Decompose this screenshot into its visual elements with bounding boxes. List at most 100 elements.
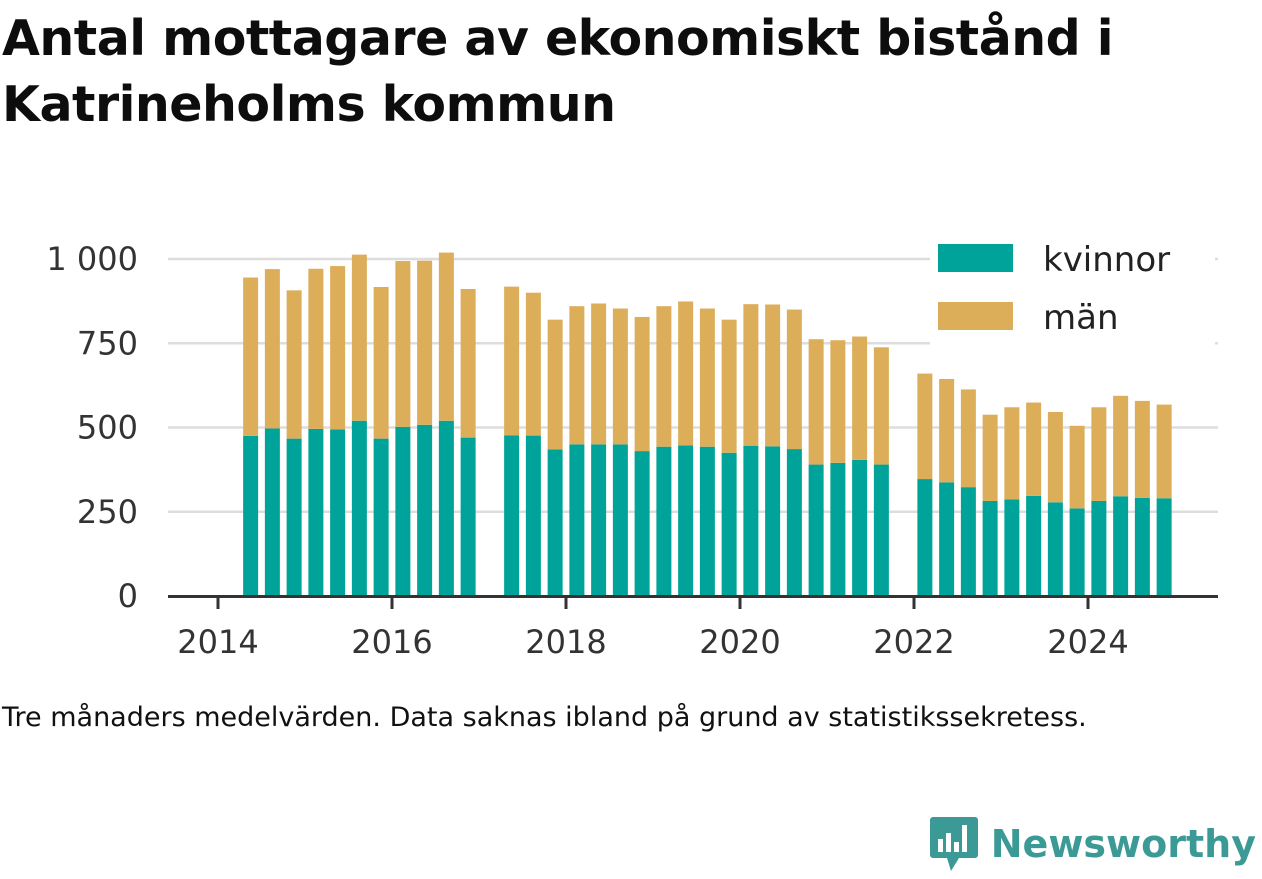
- bar-kvinnor: [786, 449, 802, 596]
- bar-man: [351, 254, 367, 421]
- bar-man: [873, 347, 889, 465]
- bar-kvinnor: [1113, 496, 1129, 596]
- bar-man: [765, 304, 781, 447]
- bar-kvinnor: [460, 437, 476, 596]
- bar-kvinnor: [1134, 497, 1150, 596]
- bar-kvinnor: [982, 500, 998, 596]
- bar-kvinnor: [917, 479, 933, 596]
- bar-kvinnor: [743, 445, 759, 596]
- bar-kvinnor: [547, 449, 563, 596]
- bar-man: [1134, 400, 1150, 498]
- bar-kvinnor: [1091, 500, 1107, 596]
- x-tick-label: 2016: [351, 623, 432, 661]
- bar-man: [939, 378, 955, 483]
- bar-man: [852, 336, 868, 460]
- brand: Newsworthy: [929, 815, 1256, 873]
- bar-man: [460, 288, 476, 438]
- bar-man: [591, 303, 607, 445]
- bar-kvinnor: [569, 444, 585, 596]
- bar-kvinnor: [634, 451, 650, 596]
- bar-man: [1026, 402, 1042, 496]
- legend: kvinnor män: [930, 240, 1215, 347]
- bar-man: [656, 306, 672, 447]
- bar-man: [525, 292, 541, 436]
- bar-man: [808, 339, 824, 465]
- y-tick-label: 500: [77, 409, 138, 447]
- bar-kvinnor: [243, 435, 259, 596]
- chart-caption: Tre månaders medelvärden. Data saknas ib…: [2, 702, 1087, 733]
- bar-kvinnor: [1004, 499, 1020, 596]
- brand-name: Newsworthy: [990, 822, 1256, 866]
- bar-man: [721, 319, 737, 453]
- axes: 0 250 500 750 1 000 2014 2016 2018 2020 2022 2024: [46, 240, 1218, 661]
- bar-kvinnor: [438, 420, 454, 596]
- bar-man: [1156, 404, 1172, 499]
- legend-label: män: [1043, 298, 1119, 338]
- bar-kvinnor: [656, 446, 672, 596]
- y-tick-label: 0: [118, 577, 138, 615]
- bar-kvinnor: [699, 446, 715, 596]
- bar-kvinnor: [525, 435, 541, 596]
- bar-kvinnor: [417, 424, 433, 596]
- bar-man: [786, 309, 802, 450]
- bar-kvinnor: [504, 435, 520, 596]
- x-tick-label: 2024: [1047, 623, 1128, 661]
- bar-kvinnor: [1069, 508, 1085, 596]
- bar-man: [634, 316, 650, 452]
- bar-man: [1004, 407, 1020, 500]
- y-tick-label: 1 000: [46, 240, 138, 278]
- bar-kvinnor: [395, 426, 411, 596]
- bar-kvinnor: [721, 452, 737, 596]
- bar-man: [308, 268, 324, 429]
- bar-kvinnor: [830, 462, 846, 596]
- bar-man: [264, 269, 280, 429]
- y-tick-label: 750: [77, 324, 138, 362]
- bar-man: [1047, 411, 1063, 503]
- bar-kvinnor: [808, 464, 824, 596]
- legend-swatch: [938, 302, 1013, 330]
- legend-swatch: [938, 244, 1013, 272]
- bar-man: [286, 290, 302, 439]
- bar-man: [395, 261, 411, 427]
- bar-man: [1091, 407, 1107, 501]
- y-tick-label: 250: [77, 493, 138, 531]
- bar-kvinnor: [373, 438, 389, 596]
- newsworthy-logo-icon: [929, 817, 978, 871]
- x-tick-label: 2020: [699, 623, 780, 661]
- bar-man: [1069, 425, 1085, 509]
- bar-kvinnor: [1156, 498, 1172, 596]
- bar-kvinnor: [1026, 495, 1042, 596]
- bar-man: [917, 373, 933, 480]
- bar-man: [743, 304, 759, 446]
- bar-kvinnor: [308, 428, 324, 596]
- bar-man: [330, 266, 346, 430]
- bar-kvinnor: [678, 445, 694, 596]
- bar-man: [438, 252, 454, 421]
- legend-label: kvinnor: [1043, 240, 1170, 280]
- bar-kvinnor: [960, 487, 976, 596]
- bar-man: [504, 286, 520, 436]
- bar-man: [699, 308, 715, 447]
- bar-kvinnor: [1047, 502, 1063, 596]
- bar-kvinnor: [939, 482, 955, 596]
- bar-kvinnor: [612, 444, 628, 596]
- bar-man: [1113, 395, 1129, 497]
- bar-man: [547, 319, 563, 450]
- bar-man: [612, 308, 628, 445]
- chart-title: Antal mottagare av ekonomiskt bistånd i …: [2, 10, 1114, 133]
- bar-man: [569, 306, 585, 445]
- bar-man: [373, 286, 389, 439]
- x-tick-label: 2022: [873, 623, 954, 661]
- bar-kvinnor: [873, 464, 889, 596]
- bar-kvinnor: [264, 428, 280, 596]
- x-tick-label: 2014: [177, 623, 258, 661]
- bar-kvinnor: [765, 446, 781, 596]
- bar-kvinnor: [286, 438, 302, 596]
- bar-man: [678, 301, 694, 446]
- x-tick-label: 2018: [525, 623, 606, 661]
- bar-man: [960, 389, 976, 488]
- bar-man: [417, 260, 433, 425]
- bar-man: [243, 277, 259, 436]
- bar-kvinnor: [330, 429, 346, 596]
